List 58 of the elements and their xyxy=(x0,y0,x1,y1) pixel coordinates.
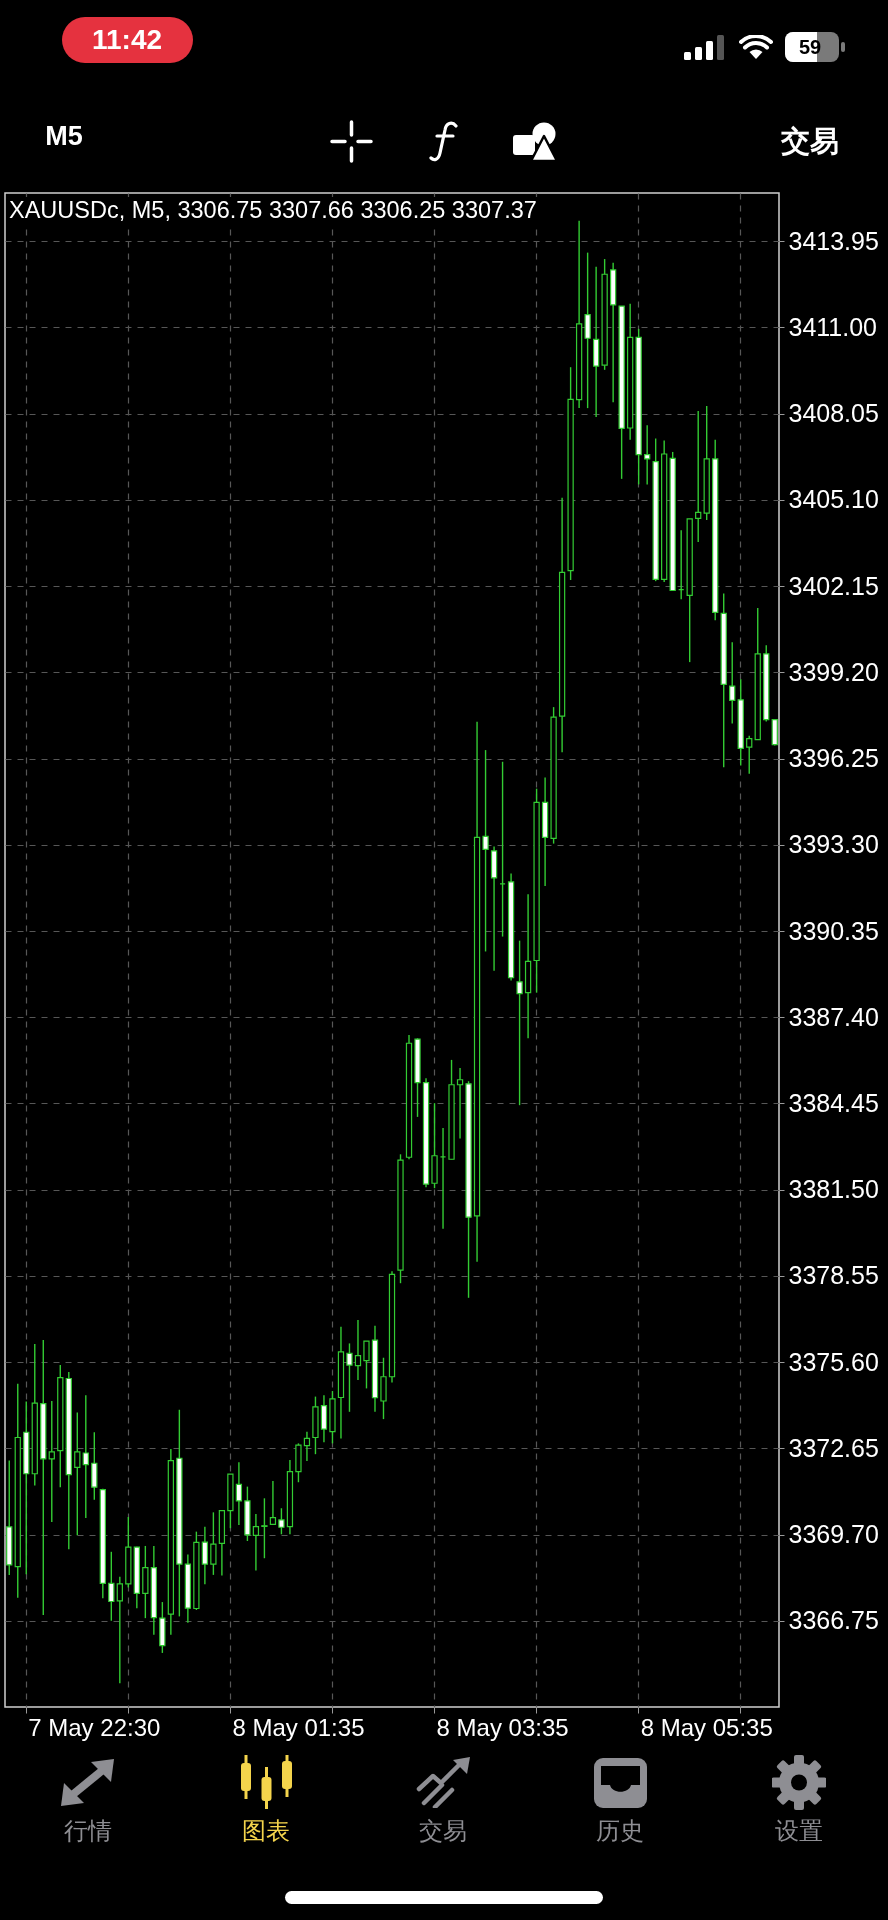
candlestick xyxy=(91,1431,98,1501)
candlestick xyxy=(346,1342,353,1413)
y-tick-label: 3393.30 xyxy=(788,830,879,859)
text: 11:42 xyxy=(91,24,163,55)
candlestick xyxy=(746,735,753,775)
x-tick-label: 8 May 03:35 xyxy=(436,1713,569,1741)
candlestick xyxy=(695,410,702,543)
y-tick-label: 3369.70 xyxy=(788,1520,879,1549)
candlestick xyxy=(116,1575,123,1685)
candlestick xyxy=(210,1511,217,1576)
y-tick-label: 3384.45 xyxy=(788,1088,879,1117)
candlestick xyxy=(320,1394,328,1443)
y-tick-label: 3399.20 xyxy=(788,657,879,686)
text: 59 xyxy=(798,36,822,58)
y-tick-label: 3390.35 xyxy=(788,916,879,945)
chart-title: XAUUSDc, M5, 3306.75 3307.66 3306.25 3307.37 xyxy=(8,197,539,225)
y-tick-label: 3372.65 xyxy=(788,1433,879,1462)
text: 历史 xyxy=(596,1817,644,1844)
y-tick-label: 3378.55 xyxy=(788,1261,879,1290)
candlestick xyxy=(74,1411,81,1536)
y-tick-label: 3396.25 xyxy=(788,744,879,773)
y-tick-label: 3408.05 xyxy=(788,399,879,428)
candlestick xyxy=(235,1461,243,1526)
candlestick xyxy=(108,1551,115,1622)
x-tick-label: 8 May 01:35 xyxy=(232,1713,365,1741)
x-tick-label: 7 May 22:30 xyxy=(28,1713,161,1741)
text: 图表 xyxy=(242,1817,290,1844)
text: 设置 xyxy=(775,1817,823,1844)
candlestick xyxy=(584,251,591,409)
candlestick xyxy=(278,1507,285,1535)
candlestick xyxy=(456,1067,464,1140)
text: 交易 xyxy=(419,1817,467,1844)
text: 交易 xyxy=(781,124,839,157)
x-tick-label: 8 May 05:35 xyxy=(640,1713,773,1741)
candlestick xyxy=(439,1127,447,1230)
text: M5 xyxy=(45,120,83,151)
y-tick-label: 3381.50 xyxy=(788,1175,879,1204)
candlestick xyxy=(729,641,736,725)
candlestick xyxy=(644,424,651,486)
y-tick-label: 3405.10 xyxy=(788,485,879,514)
candlestick xyxy=(363,1340,370,1390)
candlestick xyxy=(201,1525,209,1585)
y-tick-label: 3411.00 xyxy=(788,312,878,341)
candlestick xyxy=(48,1400,55,1523)
candlestick xyxy=(482,749,489,953)
y-tick-label: 3402.15 xyxy=(788,571,879,600)
candlestick xyxy=(252,1513,260,1572)
candlestick xyxy=(516,939,523,1106)
y-tick-label: 3375.60 xyxy=(788,1347,879,1376)
candlestick xyxy=(303,1430,311,1462)
candlestick xyxy=(354,1319,362,1381)
y-tick-label: 3366.75 xyxy=(788,1606,879,1635)
y-tick-label: 3387.40 xyxy=(788,1002,879,1031)
candlestick xyxy=(269,1480,277,1526)
candlestick xyxy=(261,1497,268,1559)
candlestick xyxy=(82,1394,89,1519)
y-tick-label: 3413.95 xyxy=(788,226,879,255)
text: 行情 xyxy=(64,1817,112,1844)
